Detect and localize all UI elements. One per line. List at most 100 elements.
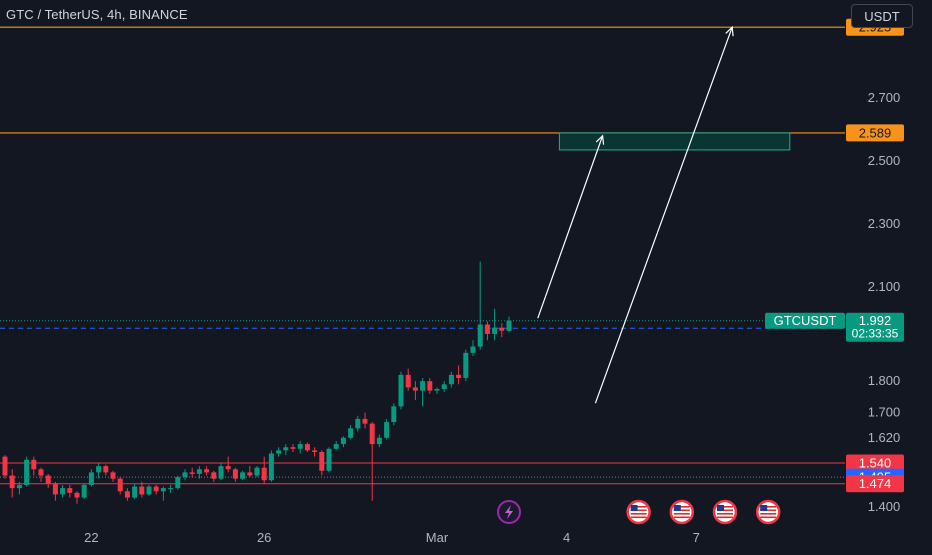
flag-canton [673,505,681,511]
time-tick-label: 7 [693,530,700,545]
candle-body [139,486,145,495]
target-zone-rect[interactable] [558,132,791,151]
flag-stripe [630,506,647,508]
currency-button[interactable]: USDT [851,4,913,28]
candle-body [398,374,404,407]
candle-body [304,444,310,451]
flag-stripe [760,509,777,512]
candle-body [405,374,411,388]
price-label-red-bottom-bg [846,475,904,493]
candle-body [456,374,462,379]
candle-body [189,472,195,474]
symbol-tag-bg [765,312,845,329]
candle-body [326,448,332,471]
candle-body [103,466,109,473]
candle-body [132,486,138,498]
candle-body [168,488,174,490]
candle-body [427,381,433,391]
flag-stripe [760,513,777,515]
flag-icon-ring [669,499,695,525]
candle-body [261,467,267,481]
candle-body [117,478,123,492]
candle-body [52,483,58,495]
price-label-red-bottom-text: 1.474 [859,476,892,491]
candle-body [268,453,274,481]
us-flag-icon[interactable] [669,499,695,525]
candle-body [492,327,498,334]
candle-body [74,492,80,498]
time-axis: 22 26 Mar 4 7 [84,530,700,545]
us-flag-icon[interactable] [626,499,651,525]
target-zone [558,132,791,151]
flag-stripe [673,506,690,508]
flag-stripe [717,509,733,512]
price-tick-label: 2.500 [868,153,901,168]
flag-icon-ring [712,499,738,525]
chart-title: GTC / TetherUS, 4h, BINANCE [6,7,188,22]
flag-icon-ring [755,499,781,525]
candles [2,261,512,504]
price-tick-label: 1.800 [868,373,901,388]
flag-stripe [760,516,777,519]
flag-stripe [673,516,690,519]
flag-stripe [673,509,690,512]
candle-body [484,324,490,334]
trend-arrows [537,25,734,404]
candle-body [499,327,505,331]
candle-body [420,381,426,391]
candle-body [441,384,447,390]
price-label-red-top-bg [846,454,904,472]
candle-body [240,472,246,479]
horizontal-levels [0,26,845,485]
candle-body [384,422,390,438]
last-price-text: 1.992 [859,313,892,328]
price-label-orange-mid-text: 2.589 [859,125,892,140]
price-label-red-top: 1.540 [846,454,904,472]
candle-body [124,491,130,498]
flag-canton [630,505,638,511]
candle-body [153,486,159,492]
price-tick-label: 1.700 [868,405,901,420]
candle-body [376,437,382,445]
candle-body [182,472,188,478]
candle-body [38,469,44,476]
candle-body [340,437,346,445]
candle-body [88,472,94,485]
price-axis: 2.700 2.500 2.300 2.100 1.800 1.700 1.620 1.400 [868,90,901,514]
flag-canton [717,505,724,511]
last-price-bg [846,312,904,342]
us-flag-icon[interactable] [755,499,781,525]
candle-body [225,466,231,470]
trend-arrow-line[interactable] [594,27,733,404]
price-label-orange-mid-bg [846,124,904,142]
price-tick-label: 1.620 [868,430,901,445]
symbol-tag-text: GTCUSDT [774,313,837,328]
candle-body [16,484,22,489]
candle-body [297,444,303,449]
symbol-tag[interactable]: GTCUSDT [765,312,845,329]
candle-body [470,346,476,353]
candle-body [31,459,37,470]
candle-body [204,469,210,473]
lightning-icon[interactable] [497,500,521,524]
flag-stripe [717,513,733,515]
price-tick-label: 2.300 [868,216,901,231]
flag-stripe [717,506,733,508]
countdown-text: 02:33:35 [852,327,899,341]
us-flag-icon[interactable] [712,499,738,525]
candle-body [448,374,454,385]
candle-body [477,324,483,347]
event-icons [497,499,781,525]
flag-stripe [760,506,777,508]
candle-body [110,472,116,479]
candle-body [276,450,282,454]
candle-body [463,352,469,379]
candle-body [333,444,339,449]
trend-arrow-head [595,134,605,145]
candle-body [283,447,289,451]
price-tick-label: 2.700 [868,90,901,105]
candle-body [369,423,375,445]
trend-arrow-line[interactable] [537,135,604,319]
